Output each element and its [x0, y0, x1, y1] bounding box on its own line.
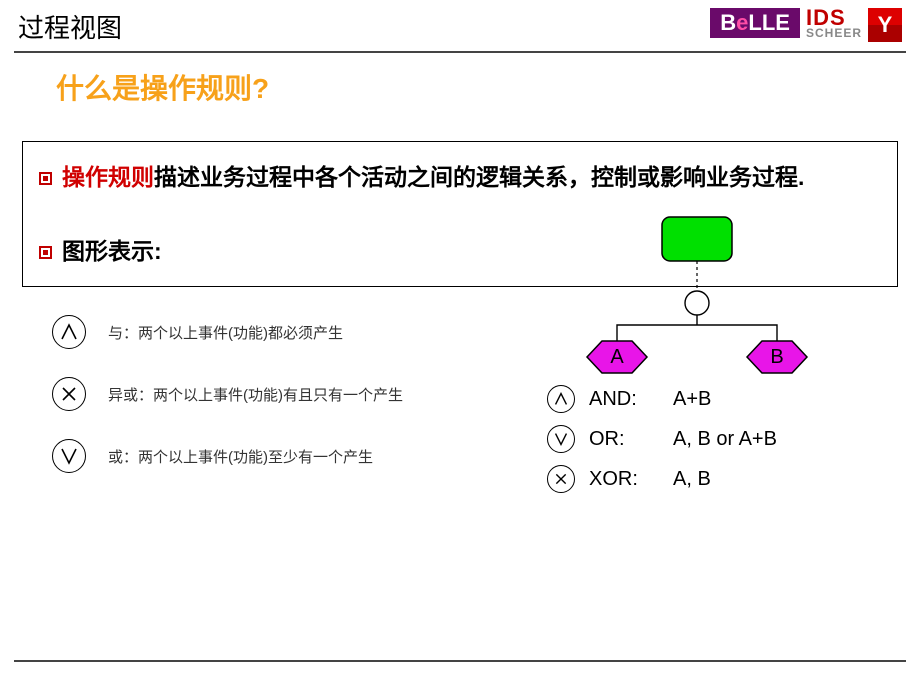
logic-row-or: OR: A, B or A+B [547, 425, 777, 453]
diagram-connector-circle [685, 291, 709, 315]
diagram-label-b: B [770, 346, 783, 368]
logo-y-icon [868, 8, 902, 42]
logic-or-val: A, B or A+B [673, 428, 777, 451]
legend-row-xor: 异或：两个以上事件(功能)有且只有一个产生 [52, 377, 403, 411]
logic-and-label: AND: [589, 388, 659, 411]
bullet1-text: 操作规则描述业务过程中各个活动之间的逻辑关系，控制或影响业务过程. [62, 158, 804, 192]
subtitle-text: 什么是操作规则? [56, 73, 269, 104]
diagram-top-box [662, 217, 732, 261]
xor-icon [52, 377, 86, 411]
square-bullet-icon [39, 172, 52, 185]
and-icon [52, 315, 86, 349]
legend-row-or: 或：两个以上事件(功能)至少有一个产生 [52, 439, 403, 473]
diagram-label-a: A [610, 346, 624, 368]
logo-group: BeLLE IDS SCHEER [710, 8, 902, 42]
logo-ids-bottom: SCHEER [806, 28, 862, 39]
or-icon [547, 425, 575, 453]
logic-or-label: OR: [589, 428, 659, 451]
square-bullet-icon [39, 246, 52, 259]
legend-and-text: 与：两个以上事件(功能)都必须产生 [108, 322, 343, 343]
legend-or-text: 或：两个以上事件(功能)至少有一个产生 [108, 446, 373, 467]
legend: 与：两个以上事件(功能)都必须产生 异或：两个以上事件(功能)有且只有一个产生 … [52, 315, 403, 501]
bullet-row-1: 操作规则描述业务过程中各个活动之间的逻辑关系，控制或影响业务过程. [39, 158, 881, 192]
or-icon [52, 439, 86, 473]
bullet1-highlight: 操作规则 [62, 164, 154, 190]
lower-area: 与：两个以上事件(功能)都必须产生 异或：两个以上事件(功能)有且只有一个产生 … [22, 305, 898, 565]
legend-row-and: 与：两个以上事件(功能)都必须产生 [52, 315, 403, 349]
logo-ids-top: IDS [806, 8, 862, 28]
diagram-branch-lines [617, 315, 777, 341]
xor-icon [547, 465, 575, 493]
logo-belle-text: BeLLE [720, 10, 790, 36]
divider-bottom [14, 660, 906, 662]
legend-xor-text: 异或：两个以上事件(功能)有且只有一个产生 [108, 384, 403, 405]
logic-xor-label: XOR: [589, 468, 659, 491]
logic-row-xor: XOR: A, B [547, 465, 777, 493]
logo-belle: BeLLE [710, 8, 800, 38]
logo-ids-scheer: IDS SCHEER [806, 8, 862, 39]
page-title: 过程视图 [18, 8, 122, 47]
header: 过程视图 BeLLE IDS SCHEER [0, 0, 920, 47]
bullet2-text: 图形表示: [62, 232, 162, 266]
logic-xor-val: A, B [673, 468, 711, 491]
logic-and-val: A+B [673, 388, 711, 411]
subtitle: 什么是操作规则? [0, 53, 920, 107]
logic-table: AND: A+B OR: A, B or A+B XOR: A, B [547, 385, 777, 505]
and-icon [547, 385, 575, 413]
logic-row-and: AND: A+B [547, 385, 777, 413]
bullet1-rest: 描述业务过程中各个活动之间的逻辑关系，控制或影响业务过程. [154, 164, 804, 190]
